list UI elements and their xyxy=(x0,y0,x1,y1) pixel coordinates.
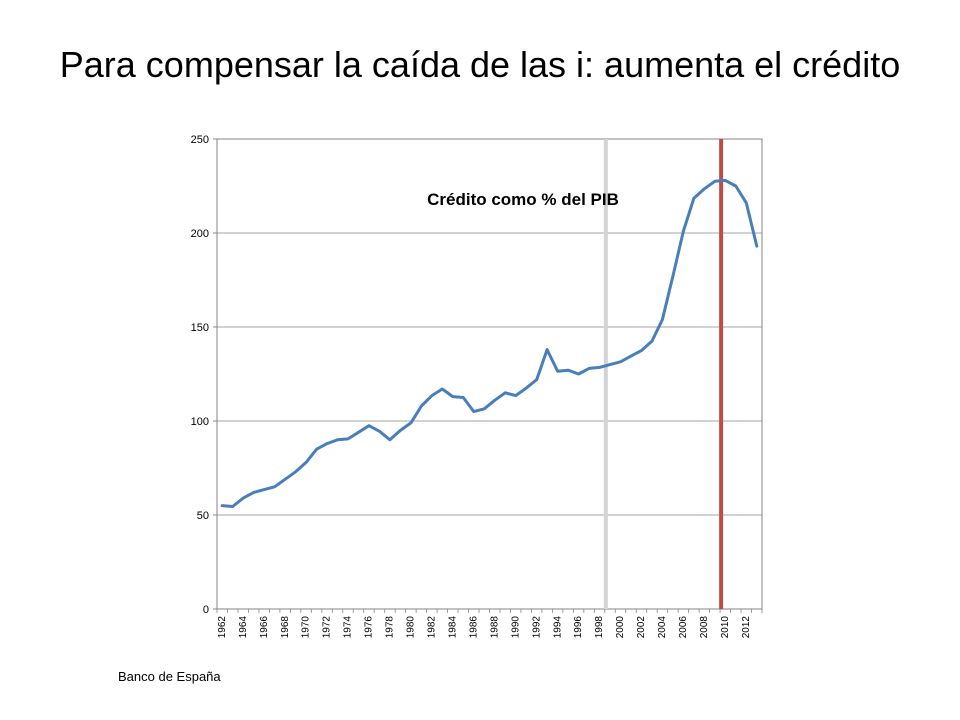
x-tick-label: 1980 xyxy=(406,616,417,639)
y-tick-label: 200 xyxy=(191,228,209,240)
y-tick-label: 250 xyxy=(191,134,209,146)
x-tick-label: 2000 xyxy=(615,616,626,639)
x-tick-label: 1970 xyxy=(301,616,312,639)
y-tick-label: 50 xyxy=(197,510,209,522)
x-tick-label: 1972 xyxy=(322,616,333,639)
x-tick-label: 1974 xyxy=(343,616,354,639)
x-tick-label: 1962 xyxy=(217,616,228,639)
x-tick-label: 2012 xyxy=(741,616,752,639)
x-tick-label: 2004 xyxy=(657,616,668,639)
x-tick-label: 1988 xyxy=(489,616,500,639)
y-tick-label: 100 xyxy=(191,416,209,428)
x-tick-label: 2008 xyxy=(699,616,710,639)
y-tick-label: 150 xyxy=(191,322,209,334)
x-tick-label: 1992 xyxy=(531,616,542,639)
x-tick-label: 1968 xyxy=(280,616,291,639)
x-tick-label: 1964 xyxy=(238,616,249,639)
x-tick-label: 1966 xyxy=(259,616,270,639)
x-tick-label: 1990 xyxy=(510,616,521,639)
x-tick-label: 1986 xyxy=(468,616,479,639)
y-tick-label: 0 xyxy=(203,604,209,616)
x-tick-label: 1982 xyxy=(426,616,437,639)
x-tick-label: 1978 xyxy=(385,616,396,639)
x-tick-label: 1996 xyxy=(573,616,584,639)
credit-series-line xyxy=(220,178,759,508)
x-tick-label: 2010 xyxy=(720,616,731,639)
x-tick-label: 1998 xyxy=(594,616,605,639)
x-tick-label: 1994 xyxy=(552,616,563,639)
x-tick-label: 1984 xyxy=(447,616,458,639)
source-note: Banco de España xyxy=(118,669,221,684)
x-tick-label: 2006 xyxy=(678,616,689,639)
slide-title: Para compensar la caída de las i: aument… xyxy=(59,44,901,85)
chart-annotation: Crédito como % del PIB xyxy=(427,190,619,209)
x-tick-label: 1976 xyxy=(364,616,375,639)
plot-area-frame xyxy=(216,138,763,610)
x-tick-label: 2002 xyxy=(636,616,647,639)
